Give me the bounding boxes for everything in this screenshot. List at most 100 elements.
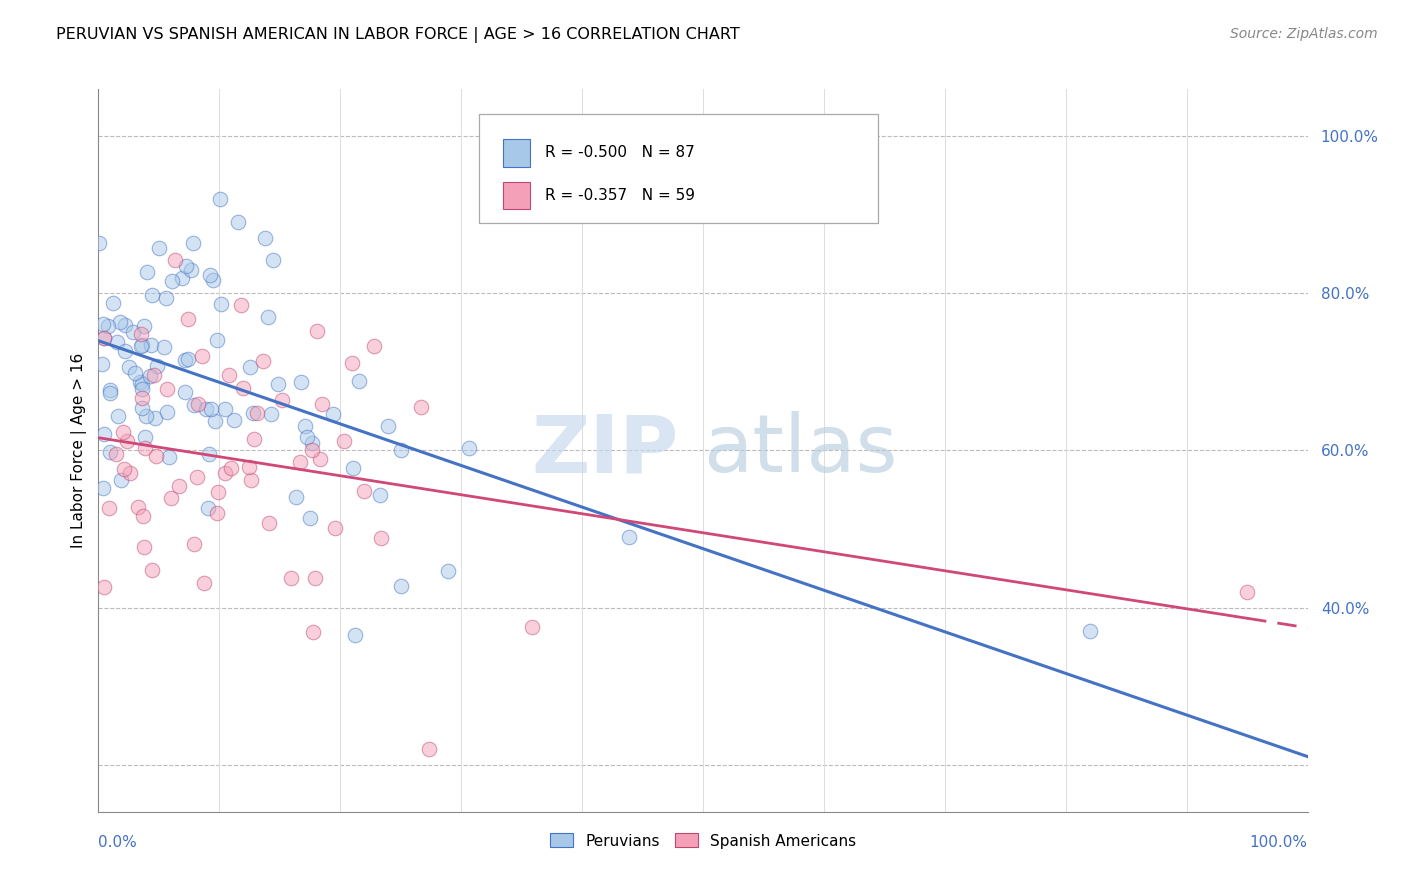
Point [271,392,294,407]
Point [187,397,209,411]
Point [97,501,120,516]
Point [174,352,197,367]
Point [132,540,155,554]
Point [129,376,152,390]
Point [458,441,481,455]
Point [389,443,412,458]
Point [301,443,323,458]
Point [214,467,236,481]
Point [118,360,141,375]
Point [129,327,152,342]
Point [139,338,162,352]
Point [115,434,138,448]
Point [290,375,312,389]
Point [177,312,200,326]
Point [132,509,155,524]
Point [198,268,221,282]
Text: Source: ZipAtlas.com: Source: ZipAtlas.com [1230,27,1378,41]
Point [134,318,156,333]
FancyBboxPatch shape [479,114,879,223]
Text: R = -0.500   N = 87: R = -0.500 N = 87 [544,145,695,161]
Point [242,406,264,420]
Point [323,521,346,535]
Point [232,381,254,395]
Point [131,376,153,391]
Point [145,449,167,463]
Legend: Peruvians, Spanish Americans: Peruvians, Spanish Americans [544,828,862,855]
Point [131,401,153,416]
Point [105,447,128,461]
Point [118,466,141,480]
Point [135,409,157,423]
Point [93,317,115,331]
Point [267,377,290,392]
Point [148,241,170,255]
Point [160,491,183,505]
Point [124,366,146,380]
Point [131,392,153,406]
Point [239,359,262,374]
Point [183,398,205,412]
Point [309,451,332,466]
Point [333,434,356,449]
FancyBboxPatch shape [503,139,530,167]
Point [298,510,321,524]
Point [389,579,412,593]
Point [240,473,263,487]
Point [114,318,136,333]
Point [262,252,284,267]
Point [238,460,260,475]
Point [134,442,156,456]
Point [170,270,193,285]
Point [295,430,318,444]
Point [87,235,110,250]
Point [160,274,183,288]
Point [252,353,274,368]
Point [214,402,236,417]
Point [93,580,115,594]
Point [134,430,156,444]
Text: 100.0%: 100.0% [1250,835,1308,850]
Point [110,315,132,329]
Point [436,564,458,578]
Point [146,359,169,373]
Point [131,338,153,352]
Point [204,414,226,428]
Point [112,425,135,439]
Point [152,340,174,354]
Point [368,488,391,502]
Point [377,419,399,434]
Point [370,531,392,545]
Point [301,436,323,450]
Point [98,445,121,459]
Point [202,273,225,287]
Point [197,447,219,461]
Point [1236,584,1258,599]
Point [209,297,232,311]
Point [97,318,120,333]
Point [353,483,375,498]
Point [294,418,316,433]
Point [122,325,145,339]
Point [136,265,159,279]
Point [418,742,440,756]
Point [181,235,204,250]
Point [112,461,135,475]
Point [167,479,190,493]
Point [186,469,208,483]
Point [163,253,186,268]
Point [409,401,432,415]
Point [93,427,115,442]
Y-axis label: In Labor Force | Age > 16: In Labor Force | Age > 16 [72,353,87,548]
Point [311,397,333,411]
Text: atlas: atlas [703,411,897,490]
Point [101,295,124,310]
Point [91,481,114,495]
Point [127,500,149,514]
Point [257,310,280,324]
Point [155,291,177,305]
Point [180,262,202,277]
Point [243,432,266,446]
Point [304,571,326,585]
Point [176,352,198,367]
